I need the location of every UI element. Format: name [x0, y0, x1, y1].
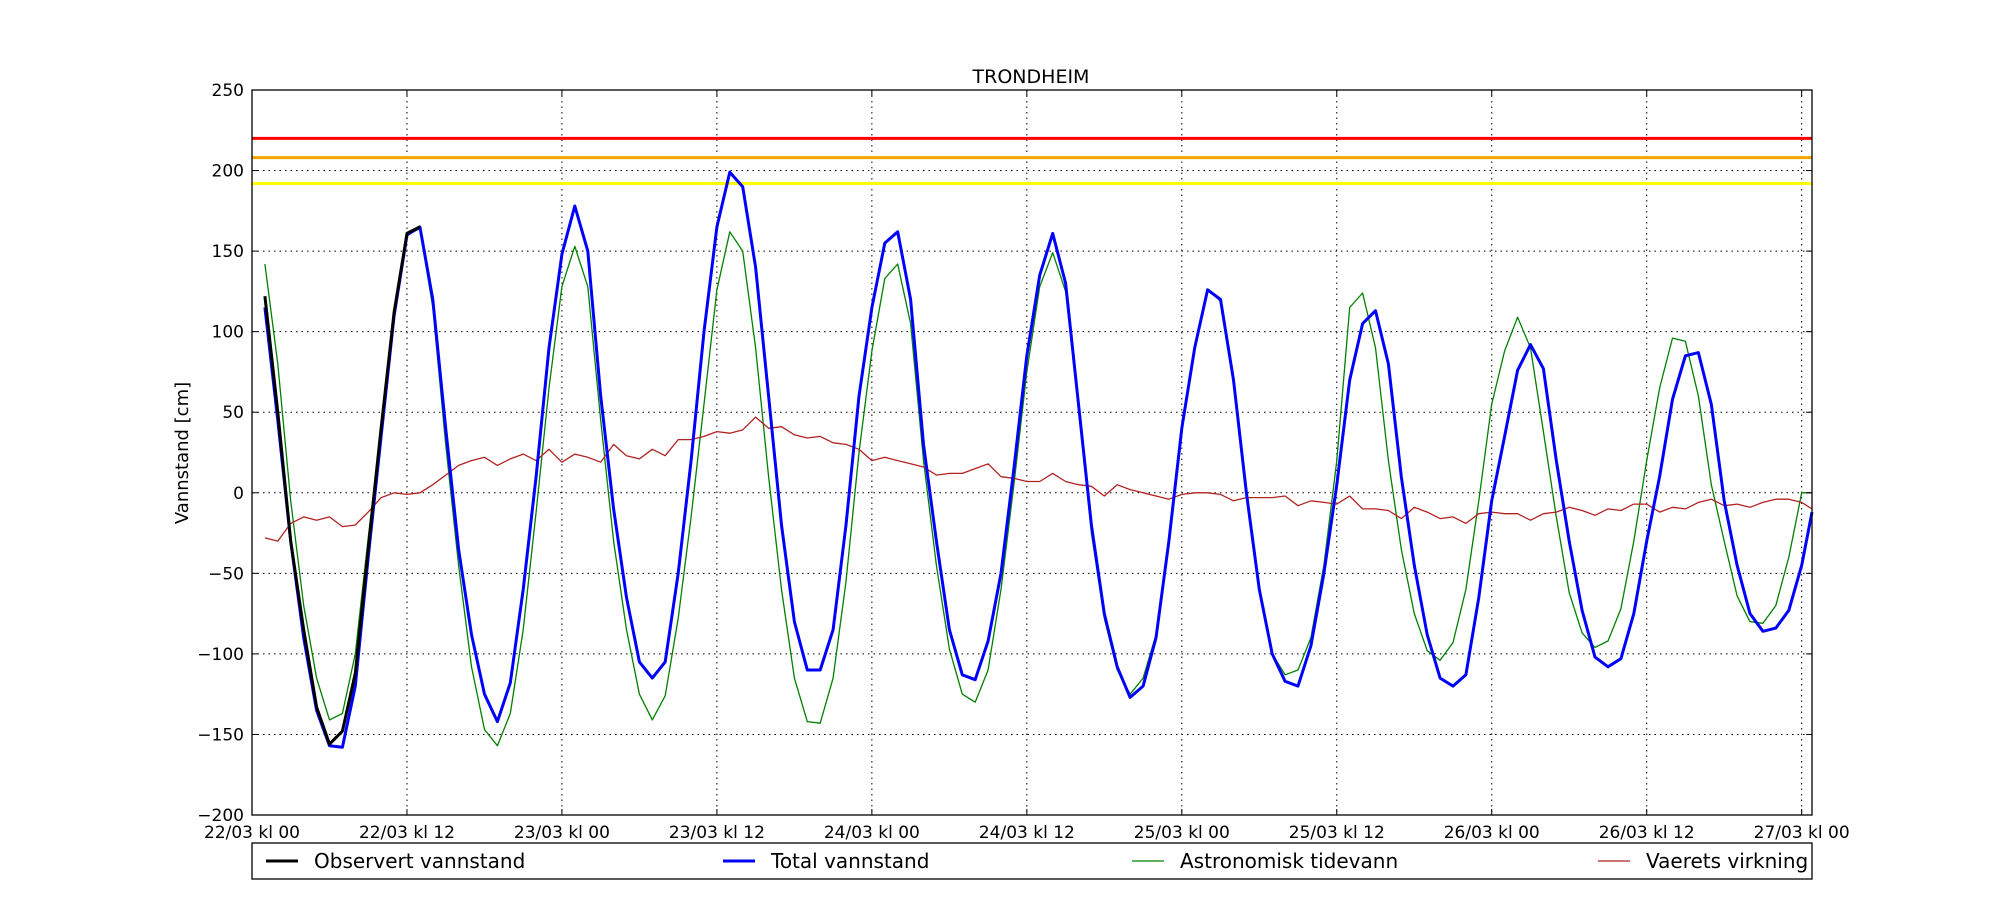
x-tick-label: 25/03 kl 00 [1134, 823, 1230, 843]
plot-frame [251, 89, 1813, 816]
y-tick-label: −200 [197, 806, 244, 826]
y-tick-label: 250 [212, 81, 244, 101]
chart-title: TRONDHEIM [972, 66, 1090, 88]
series-lines [263, 170, 1814, 749]
y-tick-label: 50 [222, 403, 244, 423]
x-tick-label: 27/03 kl 00 [1754, 823, 1850, 843]
legend-label: Astronomisk tidevann [1180, 849, 1398, 873]
y-tick-label: 0 [233, 484, 244, 504]
legend-label: Vaerets virkning [1646, 849, 1808, 873]
x-tick-label: 24/03 kl 12 [979, 823, 1075, 843]
series-line-2 [264, 227, 1812, 747]
x-tick-label: 24/03 kl 00 [824, 823, 920, 843]
x-tick-label: 26/03 kl 00 [1444, 823, 1540, 843]
grid [252, 90, 1812, 815]
series-line-3 [264, 416, 1813, 542]
series-line-0 [263, 225, 421, 746]
x-tick-label: 23/03 kl 12 [669, 823, 765, 843]
legend-label: Total vannstand [770, 849, 929, 873]
y-tick-label: −50 [208, 564, 244, 584]
x-tick-label: 22/03 kl 00 [204, 823, 300, 843]
y-tick-label: −100 [197, 645, 244, 665]
x-tick-label: 26/03 kl 12 [1599, 823, 1695, 843]
y-tick-label: 150 [212, 242, 244, 262]
series-line-1 [263, 170, 1814, 749]
x-tick-label: 22/03 kl 12 [359, 823, 455, 843]
x-ticks: 22/03 kl 00 22/03 kl 12 23/03 kl 00 23/03 k… [204, 90, 1850, 843]
x-tick-label: 23/03 kl 00 [514, 823, 610, 843]
y-axis-label: Vannstand [cm] [172, 382, 193, 524]
x-tick-label: 25/03 kl 12 [1289, 823, 1385, 843]
y-tick-label: 200 [212, 162, 244, 182]
y-tick-label: −150 [197, 725, 244, 745]
legend: Observert vannstand Total vannstand Astron… [251, 842, 1813, 880]
legend-box [251, 842, 1813, 880]
legend-label: Observert vannstand [314, 849, 525, 873]
y-tick-label: 100 [212, 323, 244, 343]
threshold-lines [252, 136, 1812, 185]
y-ticks: −200 −150 −100 −50 0 50 100 150 200 250 [197, 81, 1812, 826]
